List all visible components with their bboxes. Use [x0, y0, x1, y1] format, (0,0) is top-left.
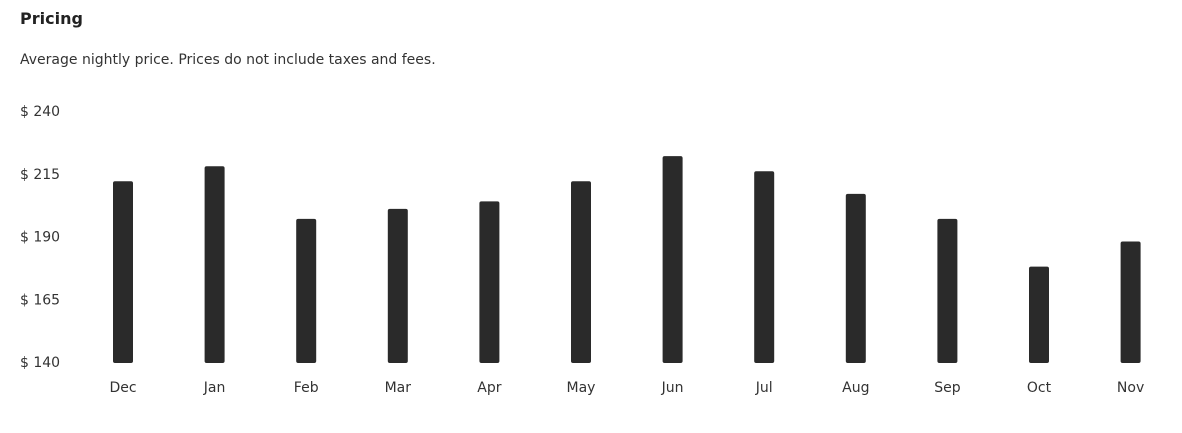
section-title: Pricing: [20, 9, 83, 28]
x-tick-label-oct: Oct: [1027, 380, 1052, 396]
x-tick-label-feb: Feb: [294, 380, 319, 396]
y-tick-label: $ 140: [20, 355, 60, 371]
price-bar-nov[interactable]: [1120, 241, 1141, 363]
price-bar-jun[interactable]: [662, 156, 683, 363]
price-bar-jul[interactable]: [754, 171, 775, 363]
section-subtitle: Average nightly price. Prices do not inc…: [20, 52, 436, 68]
price-bar-feb[interactable]: [296, 218, 317, 363]
x-tick-label-dec: Dec: [109, 380, 136, 396]
price-bar-oct[interactable]: [1029, 266, 1049, 363]
x-tick-label-jan: Jan: [203, 380, 226, 396]
x-tick-label-may: May: [567, 380, 596, 396]
x-tick-label-jun: Jun: [661, 380, 684, 396]
price-bar-dec[interactable]: [113, 181, 133, 363]
y-tick-label: $ 165: [20, 292, 60, 308]
price-bar-sep[interactable]: [937, 218, 958, 363]
x-tick-label-apr: Apr: [477, 380, 501, 396]
y-tick-label: $ 190: [20, 230, 60, 246]
x-tick-label-jul: Jul: [755, 380, 773, 396]
x-tick-label-sep: Sep: [934, 380, 961, 396]
x-tick-label-nov: Nov: [1117, 380, 1144, 396]
price-bar-mar[interactable]: [387, 208, 408, 363]
price-bar-jan[interactable]: [204, 166, 225, 363]
y-tick-label: $ 215: [20, 167, 60, 183]
x-tick-label-aug: Aug: [842, 380, 869, 396]
x-tick-label-mar: Mar: [385, 380, 412, 396]
price-bar-apr[interactable]: [479, 201, 500, 363]
price-bar-aug[interactable]: [845, 193, 866, 363]
y-tick-label: $ 240: [20, 104, 60, 120]
price-bar-may[interactable]: [571, 181, 591, 363]
